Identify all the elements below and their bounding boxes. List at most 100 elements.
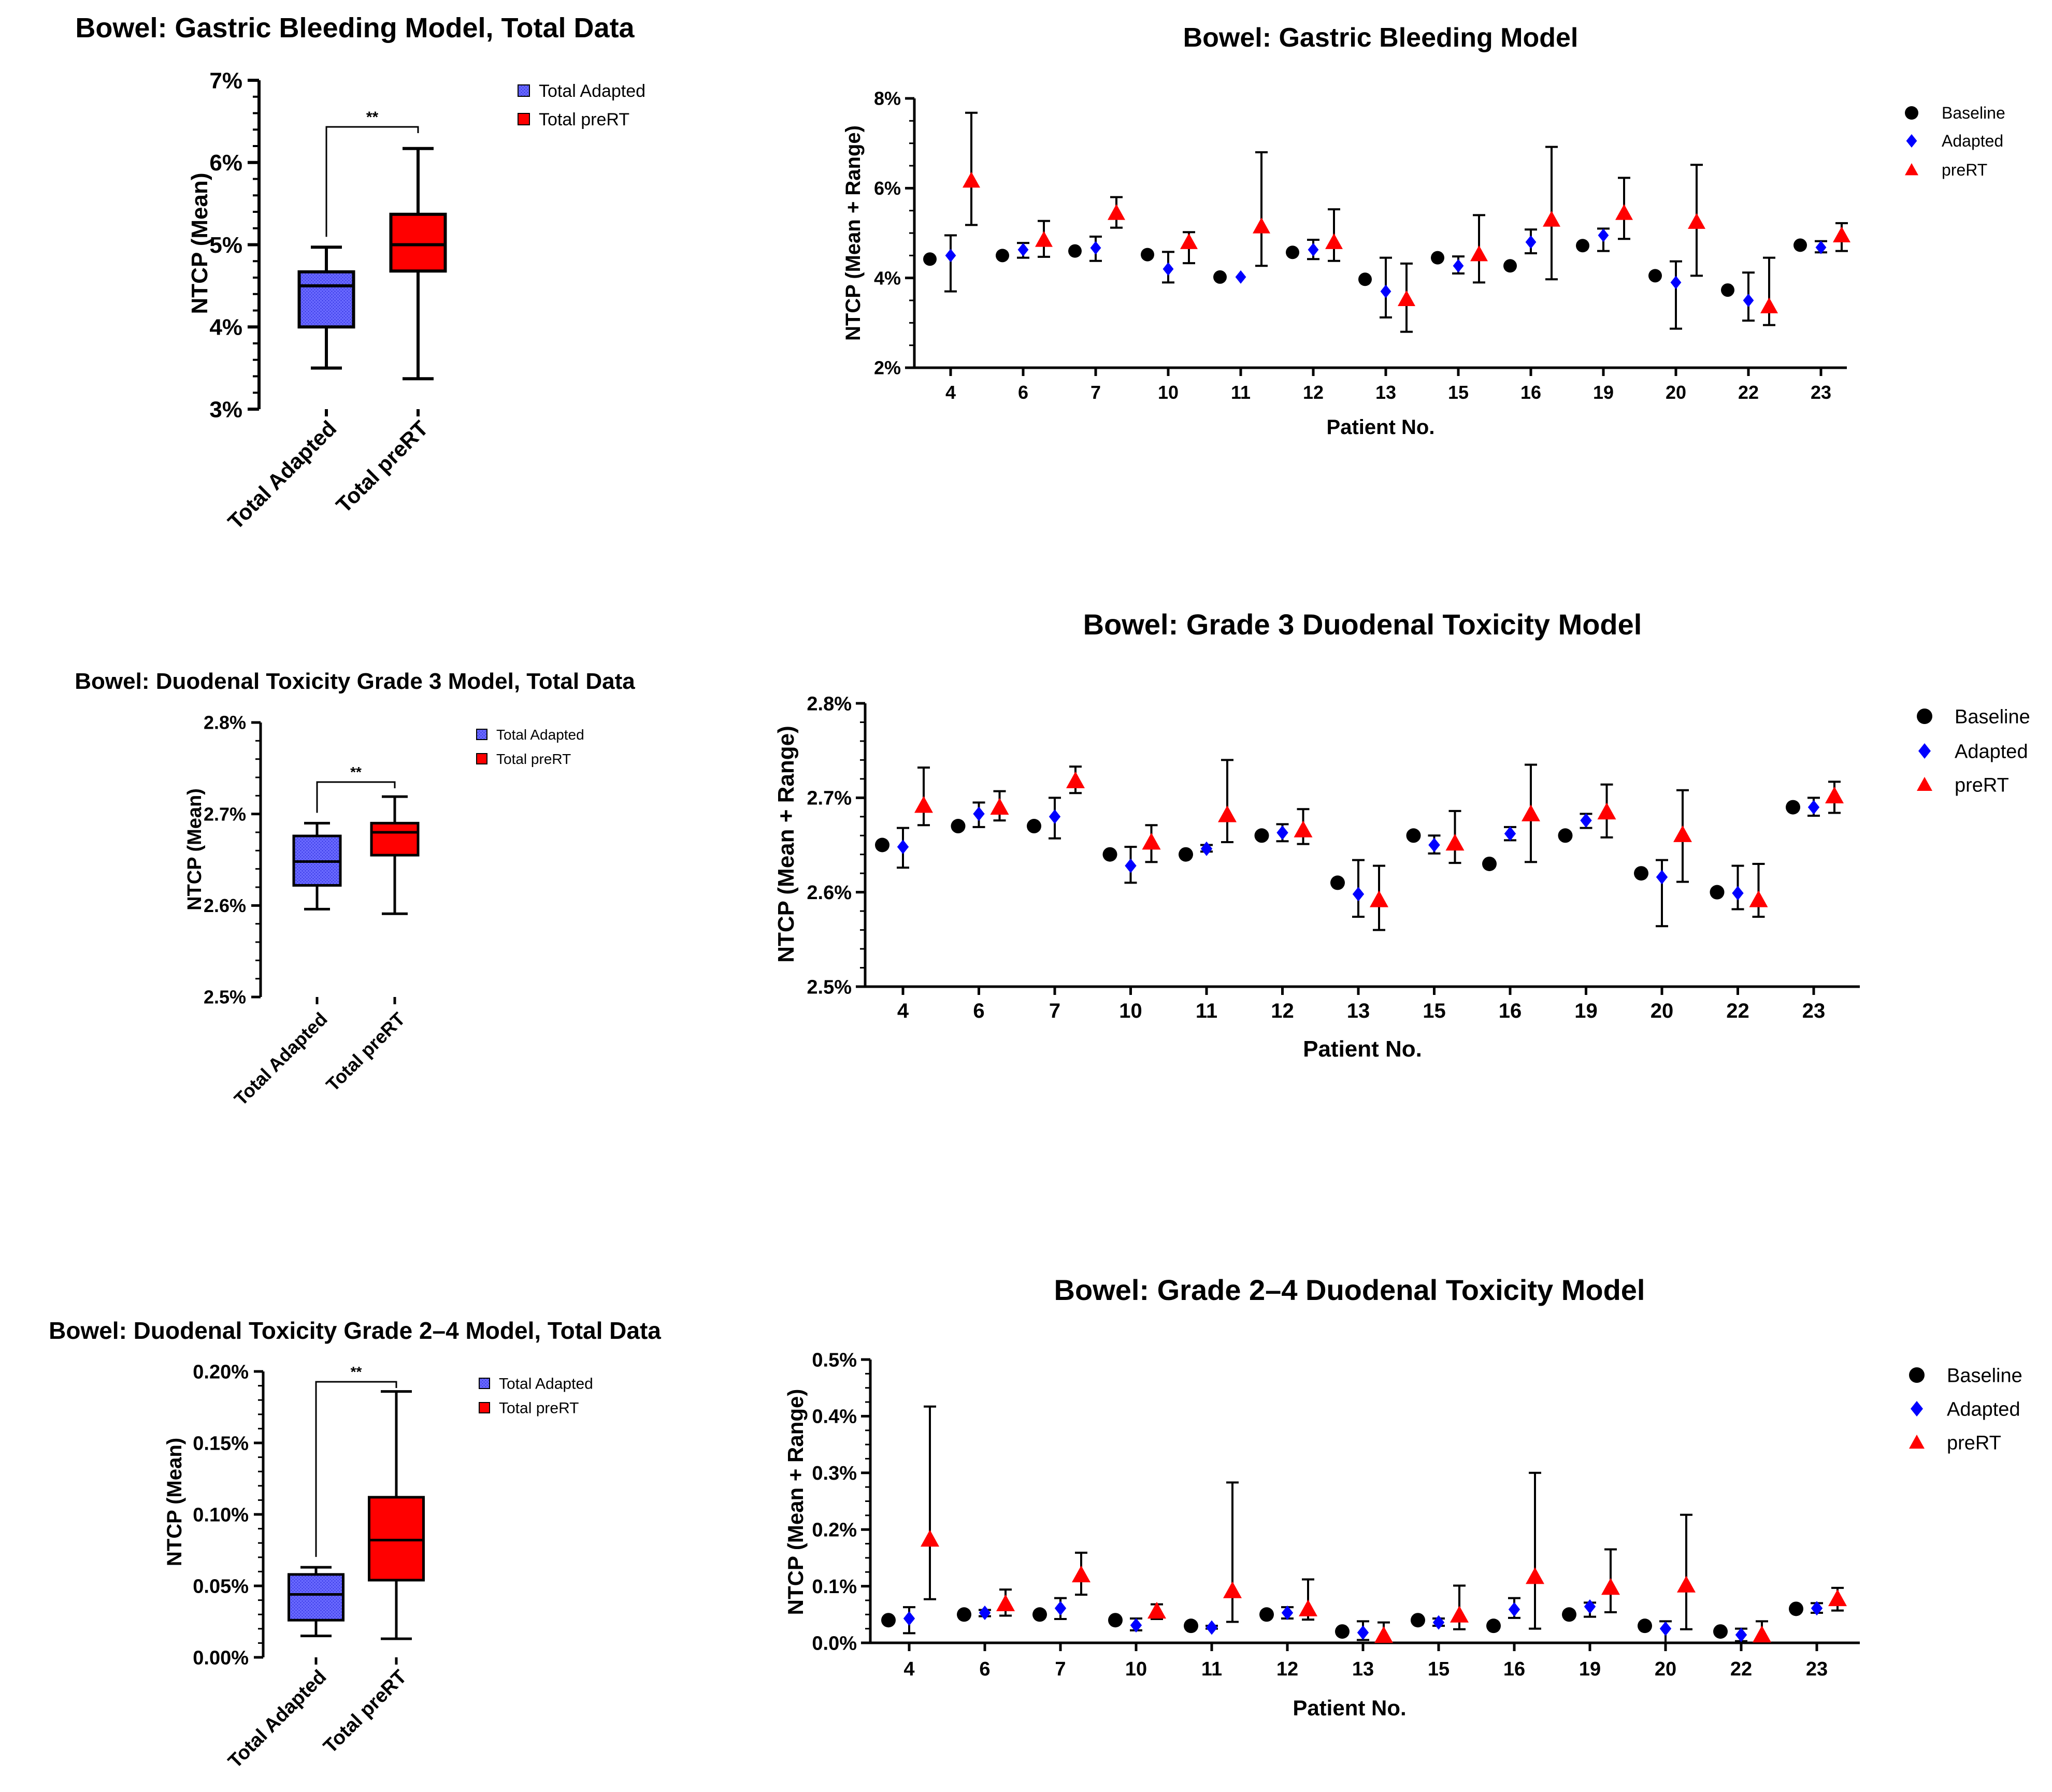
x-tick-label: 13	[1347, 1000, 1370, 1022]
y-tick-label: 2.8%	[204, 712, 246, 733]
y-tick-label: 0.00%	[193, 1647, 249, 1669]
prert-point	[1223, 1581, 1242, 1598]
legend-label: Total preRT	[499, 1400, 579, 1417]
y-axis-label: NTCP (Mean)	[184, 788, 206, 911]
y-axis-label: NTCP (Mean + Range)	[842, 125, 865, 341]
prert-point	[1299, 1599, 1317, 1616]
series-prert	[963, 111, 1850, 333]
adapted-point	[945, 249, 956, 263]
adapted-point	[1206, 1620, 1218, 1635]
legend-marker-adapted	[1911, 1401, 1923, 1417]
gastric-total-box-chart: Bowel: Gastric Bleeding Model, Total Dat…	[75, 12, 645, 534]
grade24-total-box-chart: Bowel: Duodenal Toxicity Grade 2–4 Model…	[49, 1317, 661, 1773]
series-adapted	[903, 1597, 1823, 1644]
adapted-point	[1281, 1606, 1294, 1621]
prert-point	[1833, 226, 1850, 242]
x-tick-label: 11	[1231, 382, 1251, 403]
baseline-point	[1406, 828, 1421, 843]
x-tick-label: 22	[1730, 1658, 1752, 1680]
prert-point	[1108, 204, 1125, 220]
x-tick-label: 11	[1196, 1000, 1217, 1022]
legend-label: Adapted	[1942, 132, 2003, 150]
y-tick-label: 2.7%	[204, 803, 246, 825]
chart-title: Bowel: Gastric Bleeding Model	[1183, 23, 1579, 53]
significance-label: **	[350, 764, 362, 780]
prert-point	[1753, 1625, 1771, 1643]
legend-swatch-prert	[479, 1402, 490, 1413]
prert-point	[1374, 1626, 1393, 1643]
baseline-point	[957, 1607, 971, 1622]
prert-point	[1450, 1606, 1469, 1623]
x-tick-label: 15	[1448, 382, 1469, 403]
x-tick-label: 16	[1520, 382, 1541, 403]
prert-point	[1294, 820, 1313, 837]
iqr-box	[288, 1573, 345, 1622]
significance-label: **	[366, 109, 379, 126]
y-tick-label: 0.10%	[193, 1504, 249, 1526]
y-tick-label: 6%	[209, 150, 242, 176]
prert-point	[1147, 1601, 1166, 1619]
baseline-point	[951, 819, 966, 834]
y-tick-label: 2%	[874, 357, 901, 379]
y-tick-label: 4%	[209, 315, 242, 340]
baseline-point	[1179, 847, 1193, 862]
legend-marker-baseline	[1905, 106, 1918, 120]
gastric-patient-chart: Bowel: Gastric Bleeding Model NTCP (Mean…	[842, 23, 2005, 439]
y-tick-label: 2.6%	[807, 882, 852, 904]
adapted-point	[897, 840, 909, 855]
baseline-point	[1713, 1624, 1728, 1639]
baseline-point	[1358, 272, 1372, 286]
baseline-point	[1486, 1618, 1501, 1634]
prert-point	[1597, 802, 1616, 820]
y-tick-label: 8%	[874, 88, 901, 109]
prert-point	[921, 1529, 939, 1547]
adapted-point	[1432, 1615, 1445, 1630]
y-tick-label: 0.0%	[812, 1632, 857, 1654]
prert-point	[963, 171, 980, 188]
x-tick-label: 7	[1090, 382, 1101, 403]
x-tick-label: 6	[973, 1000, 984, 1022]
adapted-point	[1049, 809, 1061, 824]
prert-point	[1828, 1589, 1847, 1607]
prert-point	[1370, 890, 1388, 907]
x-axis-label: Patient No.	[1303, 1036, 1422, 1062]
prert-point	[1142, 833, 1161, 850]
chart-title: Bowel: Duodenal Toxicity Grade 3 Model, …	[75, 669, 635, 694]
prert-point	[1688, 213, 1705, 229]
significance-bracket	[315, 1381, 397, 1557]
legend-label: Adapted	[1947, 1398, 2020, 1420]
baseline-point	[996, 249, 1009, 263]
x-tick-label: 6	[979, 1658, 990, 1680]
iqr-box	[389, 212, 447, 273]
legend-swatch-prert	[476, 753, 487, 764]
adapted-point	[1743, 294, 1754, 307]
adapted-point	[1656, 870, 1668, 885]
adapted-point	[1163, 262, 1174, 276]
x-tick-label: 19	[1579, 1658, 1601, 1680]
grade3-total-box-chart: Bowel: Duodenal Toxicity Grade 3 Model, …	[75, 669, 635, 1110]
adapted-point	[1598, 228, 1609, 242]
y-tick-label: 2.5%	[807, 976, 852, 998]
prert-point	[1825, 786, 1844, 804]
legend-marker-prert	[1917, 777, 1932, 791]
y-tick-label: 4%	[874, 267, 901, 288]
baseline-point	[881, 1613, 896, 1628]
prert-point	[1445, 833, 1465, 851]
baseline-point	[1638, 1618, 1652, 1634]
x-tick-label: 12	[1271, 1000, 1294, 1022]
baseline-point	[1789, 1601, 1803, 1616]
adapted-point	[1200, 841, 1213, 856]
y-tick-label: 0.20%	[193, 1361, 249, 1383]
x-category-label: Total Adapted	[223, 416, 341, 534]
x-tick-label: 16	[1503, 1658, 1525, 1680]
y-axis-label: NTCP (Mean + Range)	[773, 726, 799, 963]
baseline-point	[1108, 1613, 1123, 1628]
chart-title: Bowel: Grade 3 Duodenal Toxicity Model	[1083, 608, 1642, 641]
baseline-point	[1141, 248, 1154, 262]
baseline-point	[1335, 1624, 1350, 1639]
prert-point	[1398, 290, 1415, 306]
baseline-point	[1286, 245, 1299, 259]
adapted-point	[979, 1606, 991, 1621]
x-category-label: Total Adapted	[224, 1666, 331, 1773]
